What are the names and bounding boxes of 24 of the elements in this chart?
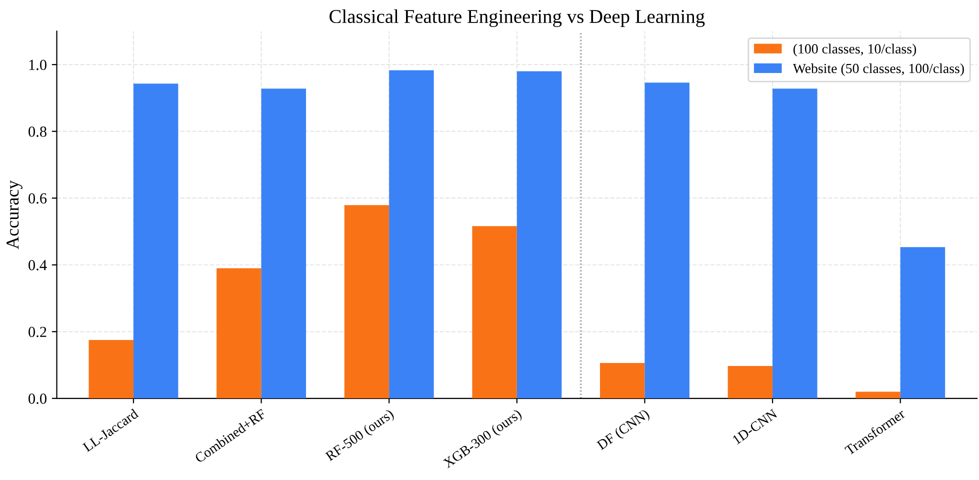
- bar: [389, 70, 434, 398]
- bar: [728, 366, 773, 398]
- chart-title: Classical Feature Engineering vs Deep Learning: [330, 9, 705, 28]
- bar: [344, 205, 390, 398]
- legend-label: (100 classes, 10/class): [793, 44, 916, 56]
- bar: [644, 82, 690, 398]
- bar: [133, 84, 178, 398]
- y-tick-label: 0.2: [28, 326, 46, 338]
- bar: [88, 340, 134, 398]
- y-tick-label: 0.8: [28, 126, 46, 137]
- y-tick-label: 0.6: [28, 193, 47, 204]
- y-tick-label: 0.4: [28, 260, 47, 270]
- bar: [600, 363, 645, 398]
- legend-label: Website (50 classes, 100/class): [792, 63, 964, 76]
- bar: [261, 88, 306, 398]
- bar: [900, 247, 946, 398]
- bar: [472, 226, 517, 398]
- y-tick-label: 1.0: [29, 60, 46, 70]
- bar: [856, 392, 900, 398]
- bar: [216, 268, 262, 398]
- bar: [516, 71, 562, 398]
- y-axis-title: Accuracy: [6, 180, 22, 250]
- y-tick-label: 0.0: [28, 394, 46, 404]
- bar: [772, 88, 818, 398]
